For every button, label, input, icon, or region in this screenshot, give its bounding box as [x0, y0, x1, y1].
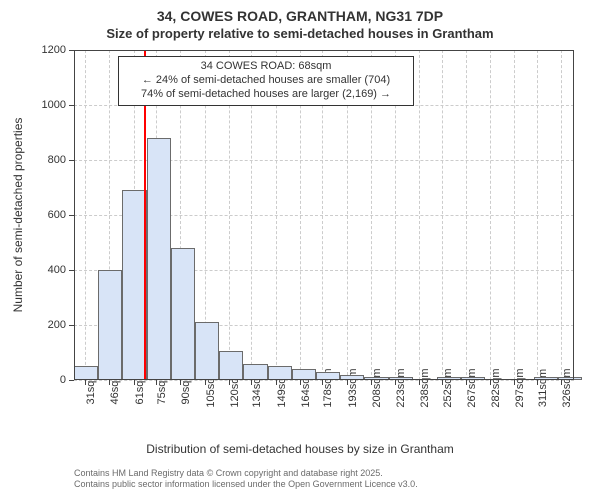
x-axis-label: Distribution of semi-detached houses by …: [0, 442, 600, 456]
y-tick-label: 800: [48, 154, 66, 166]
plot-border: [74, 50, 574, 380]
y-tick-label: 400: [48, 264, 66, 276]
y-tick-mark: [69, 380, 74, 381]
chart-title: 34, COWES ROAD, GRANTHAM, NG31 7DP: [0, 8, 600, 24]
plot-area: 02004006008001000120031sqm46sqm61sqm75sq…: [74, 50, 574, 380]
y-tick-label: 600: [48, 209, 66, 221]
y-tick-label: 1200: [42, 44, 66, 56]
attribution-text: Contains HM Land Registry data © Crown c…: [74, 468, 418, 491]
y-tick-label: 200: [48, 319, 66, 331]
y-tick-label: 1000: [42, 99, 66, 111]
chart-subtitle: Size of property relative to semi-detach…: [0, 26, 600, 41]
histogram-chart: 34, COWES ROAD, GRANTHAM, NG31 7DP Size …: [0, 0, 600, 500]
y-tick-label: 0: [60, 374, 66, 386]
y-axis-label: Number of semi-detached properties: [11, 50, 25, 380]
